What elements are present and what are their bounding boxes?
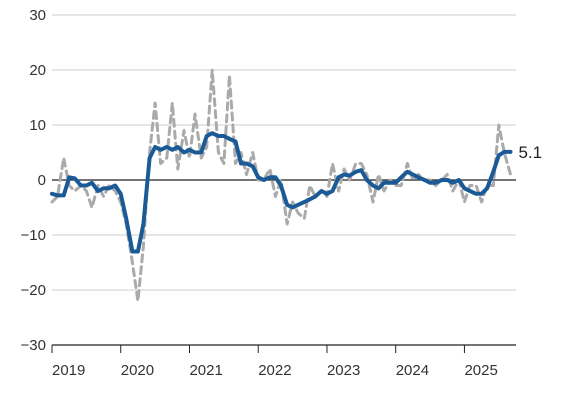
y-tick-label: 0: [38, 172, 46, 189]
x-tick-label: 2025: [464, 362, 497, 379]
y-tick-label: −10: [21, 227, 46, 244]
series-lines: [50, 68, 513, 303]
x-tick-label: 2022: [258, 362, 291, 379]
y-tick-label: 30: [29, 7, 46, 24]
x-tick-label: 2024: [396, 362, 429, 379]
end-value-label: 5.1: [519, 143, 543, 162]
x-tick-label: 2021: [189, 362, 222, 379]
x-tick-label: 2023: [327, 362, 360, 379]
solid-series-line: [50, 131, 513, 254]
y-axis-ticks: 30 20 10 0 −10 −20 −30: [21, 7, 46, 354]
x-tick-label: 2019: [52, 362, 85, 379]
y-tick-label: −20: [21, 282, 46, 299]
x-tick-label: 2020: [121, 362, 154, 379]
x-axis-ticks: 2019 2020 2021 2022 2023 2024 2025: [51, 345, 498, 379]
y-tick-label: −30: [21, 337, 46, 354]
y-tick-label: 10: [29, 117, 46, 134]
y-tick-label: 20: [29, 62, 46, 79]
